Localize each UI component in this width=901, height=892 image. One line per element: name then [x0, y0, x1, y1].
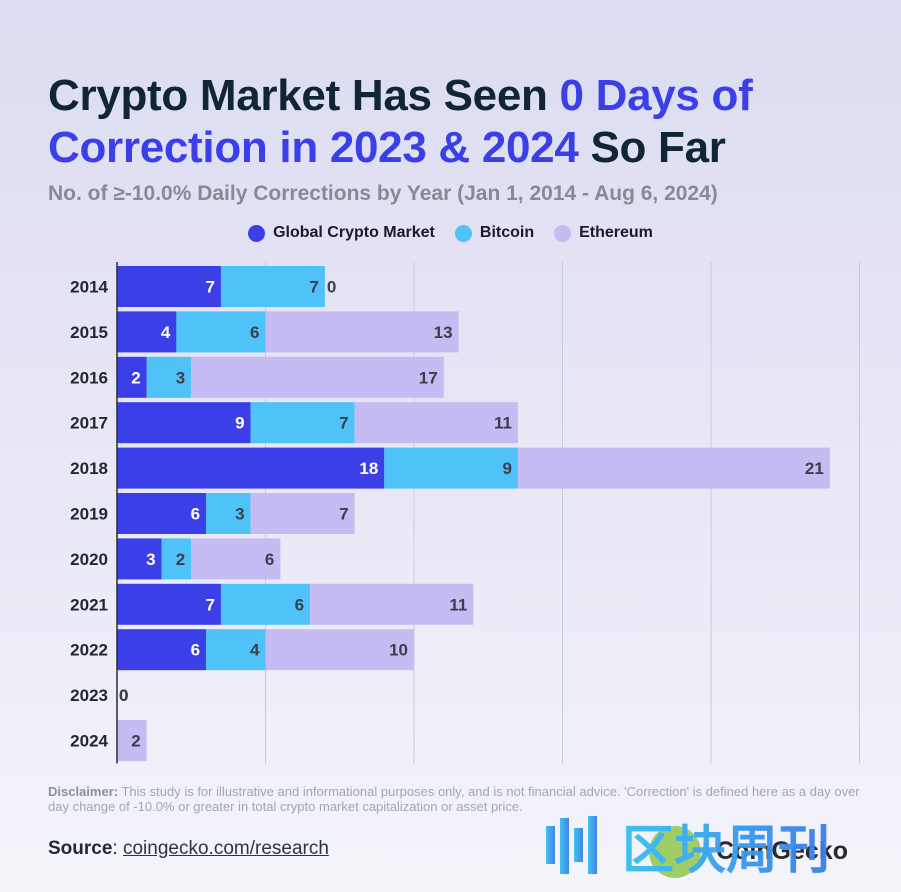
bar-segment [354, 402, 518, 444]
data-label: 4 [250, 641, 260, 660]
data-label: 18 [359, 459, 378, 478]
disclaimer: Disclaimer: This study is for illustrati… [48, 784, 878, 814]
y-tick-label: 2016 [70, 368, 108, 387]
y-tick-label: 2018 [70, 459, 108, 478]
legend-dot-ethereum-icon [554, 224, 572, 242]
data-label: 6 [265, 550, 274, 569]
bar-segment [220, 583, 311, 625]
legend-item-ethereum: Ethereum [554, 224, 653, 242]
data-label: 3 [235, 505, 244, 524]
coingecko-brand: CoinGecko [716, 837, 848, 865]
bar-segment [117, 583, 221, 625]
data-label: 6 [191, 505, 200, 524]
y-tick-label: 2023 [70, 686, 108, 705]
data-label: 0 [119, 686, 128, 705]
data-label: 7 [339, 414, 348, 433]
y-tick-label: 2019 [70, 505, 108, 524]
chart-subtitle: No. of ≥-10.0% Daily Corrections by Year… [48, 182, 718, 205]
bar-segment [250, 493, 355, 534]
data-label: 0 [119, 686, 128, 705]
title-part2: So Far [578, 123, 726, 172]
bar-segment [206, 629, 266, 671]
bar-segment [206, 493, 251, 534]
data-label: 6 [250, 323, 259, 342]
bar-segment [117, 356, 147, 398]
bar-segment [265, 629, 414, 671]
data-label: 9 [235, 414, 244, 433]
data-label: 9 [502, 459, 511, 478]
source-label: Source [48, 838, 113, 859]
bar-segment [384, 447, 518, 489]
watermark-text: 区块周刊 [622, 821, 830, 881]
y-tick-label: 2020 [70, 550, 108, 569]
title-part1: Crypto Market Has Seen [48, 71, 560, 120]
bar-segment [250, 402, 355, 444]
data-label: 13 [434, 323, 453, 342]
source-link[interactable]: coingecko.com/research [122, 838, 329, 859]
data-label: 0 [327, 278, 336, 297]
bar-segment [220, 266, 325, 307]
data-label: 3 [146, 550, 155, 569]
y-tick-label: 2022 [70, 641, 108, 660]
data-label: 3 [176, 368, 185, 387]
legend-item-global: Global Crypto Market [248, 224, 435, 242]
data-label: 11 [449, 595, 467, 614]
data-label: 2 [131, 732, 140, 751]
data-label: 6 [191, 641, 200, 660]
legend: Global Crypto Market Bitcoin Ethereum [0, 224, 901, 242]
bar-segment [117, 402, 251, 444]
source-separator: : [112, 838, 123, 859]
bar-segment [117, 266, 221, 307]
y-tick-label: 2017 [70, 414, 108, 433]
y-tick-label: 2015 [70, 323, 108, 342]
y-tick-label: 2021 [70, 595, 108, 614]
bar-segment [117, 311, 177, 353]
y-tick-label: 2014 [70, 278, 108, 297]
data-label: 7 [339, 505, 348, 524]
legend-label-ethereum: Ethereum [579, 224, 653, 241]
bar-segment [176, 311, 266, 353]
title-highlight: 0 Days of Correction in 2023 & 2024 [48, 71, 753, 172]
data-label: 2 [131, 368, 140, 387]
data-label: 21 [805, 459, 824, 478]
data-label: 0 [119, 686, 128, 705]
legend-label-bitcoin: Bitcoin [479, 224, 535, 241]
watermark-logo: 区块周刊 [546, 816, 830, 881]
data-label: 11 [494, 414, 512, 433]
chart-title: Crypto Market Has Seen 0 Days of Correct… [48, 70, 878, 174]
gecko-icon [649, 826, 701, 878]
legend-label-global: Global Crypto Market [273, 224, 435, 241]
data-label: 7 [205, 278, 214, 297]
legend-item-bitcoin: Bitcoin [454, 224, 535, 242]
bar-segment [117, 629, 207, 671]
bar-segment [191, 356, 444, 398]
legend-dot-global-icon [248, 224, 266, 242]
disclaimer-text: This study is for illustrative and infor… [48, 784, 860, 814]
bar-segment [117, 493, 207, 534]
data-label: 17 [419, 368, 438, 387]
bar-segment [161, 538, 192, 580]
data-label: 2 [176, 550, 185, 569]
bar-segment [117, 538, 162, 580]
legend-dot-bitcoin-icon [454, 224, 472, 242]
bar-segment [117, 447, 385, 489]
bar-segment [265, 311, 459, 353]
bar-segment [146, 356, 192, 398]
bar-segment [191, 538, 281, 580]
bar-segment [517, 447, 830, 489]
data-label: 6 [295, 595, 304, 614]
data-label: 7 [205, 595, 214, 614]
data-label: 10 [389, 641, 408, 660]
source-line: Source: coingecko.com/research [48, 838, 329, 860]
y-tick-label: 2024 [70, 732, 108, 751]
bar-segment [310, 583, 474, 625]
bar-segment [117, 720, 147, 761]
blockchain-weekly-logo-icon [546, 816, 597, 874]
data-label: 7 [309, 278, 318, 297]
disclaimer-label: Disclaimer: [48, 784, 119, 799]
data-label: 4 [161, 323, 171, 342]
